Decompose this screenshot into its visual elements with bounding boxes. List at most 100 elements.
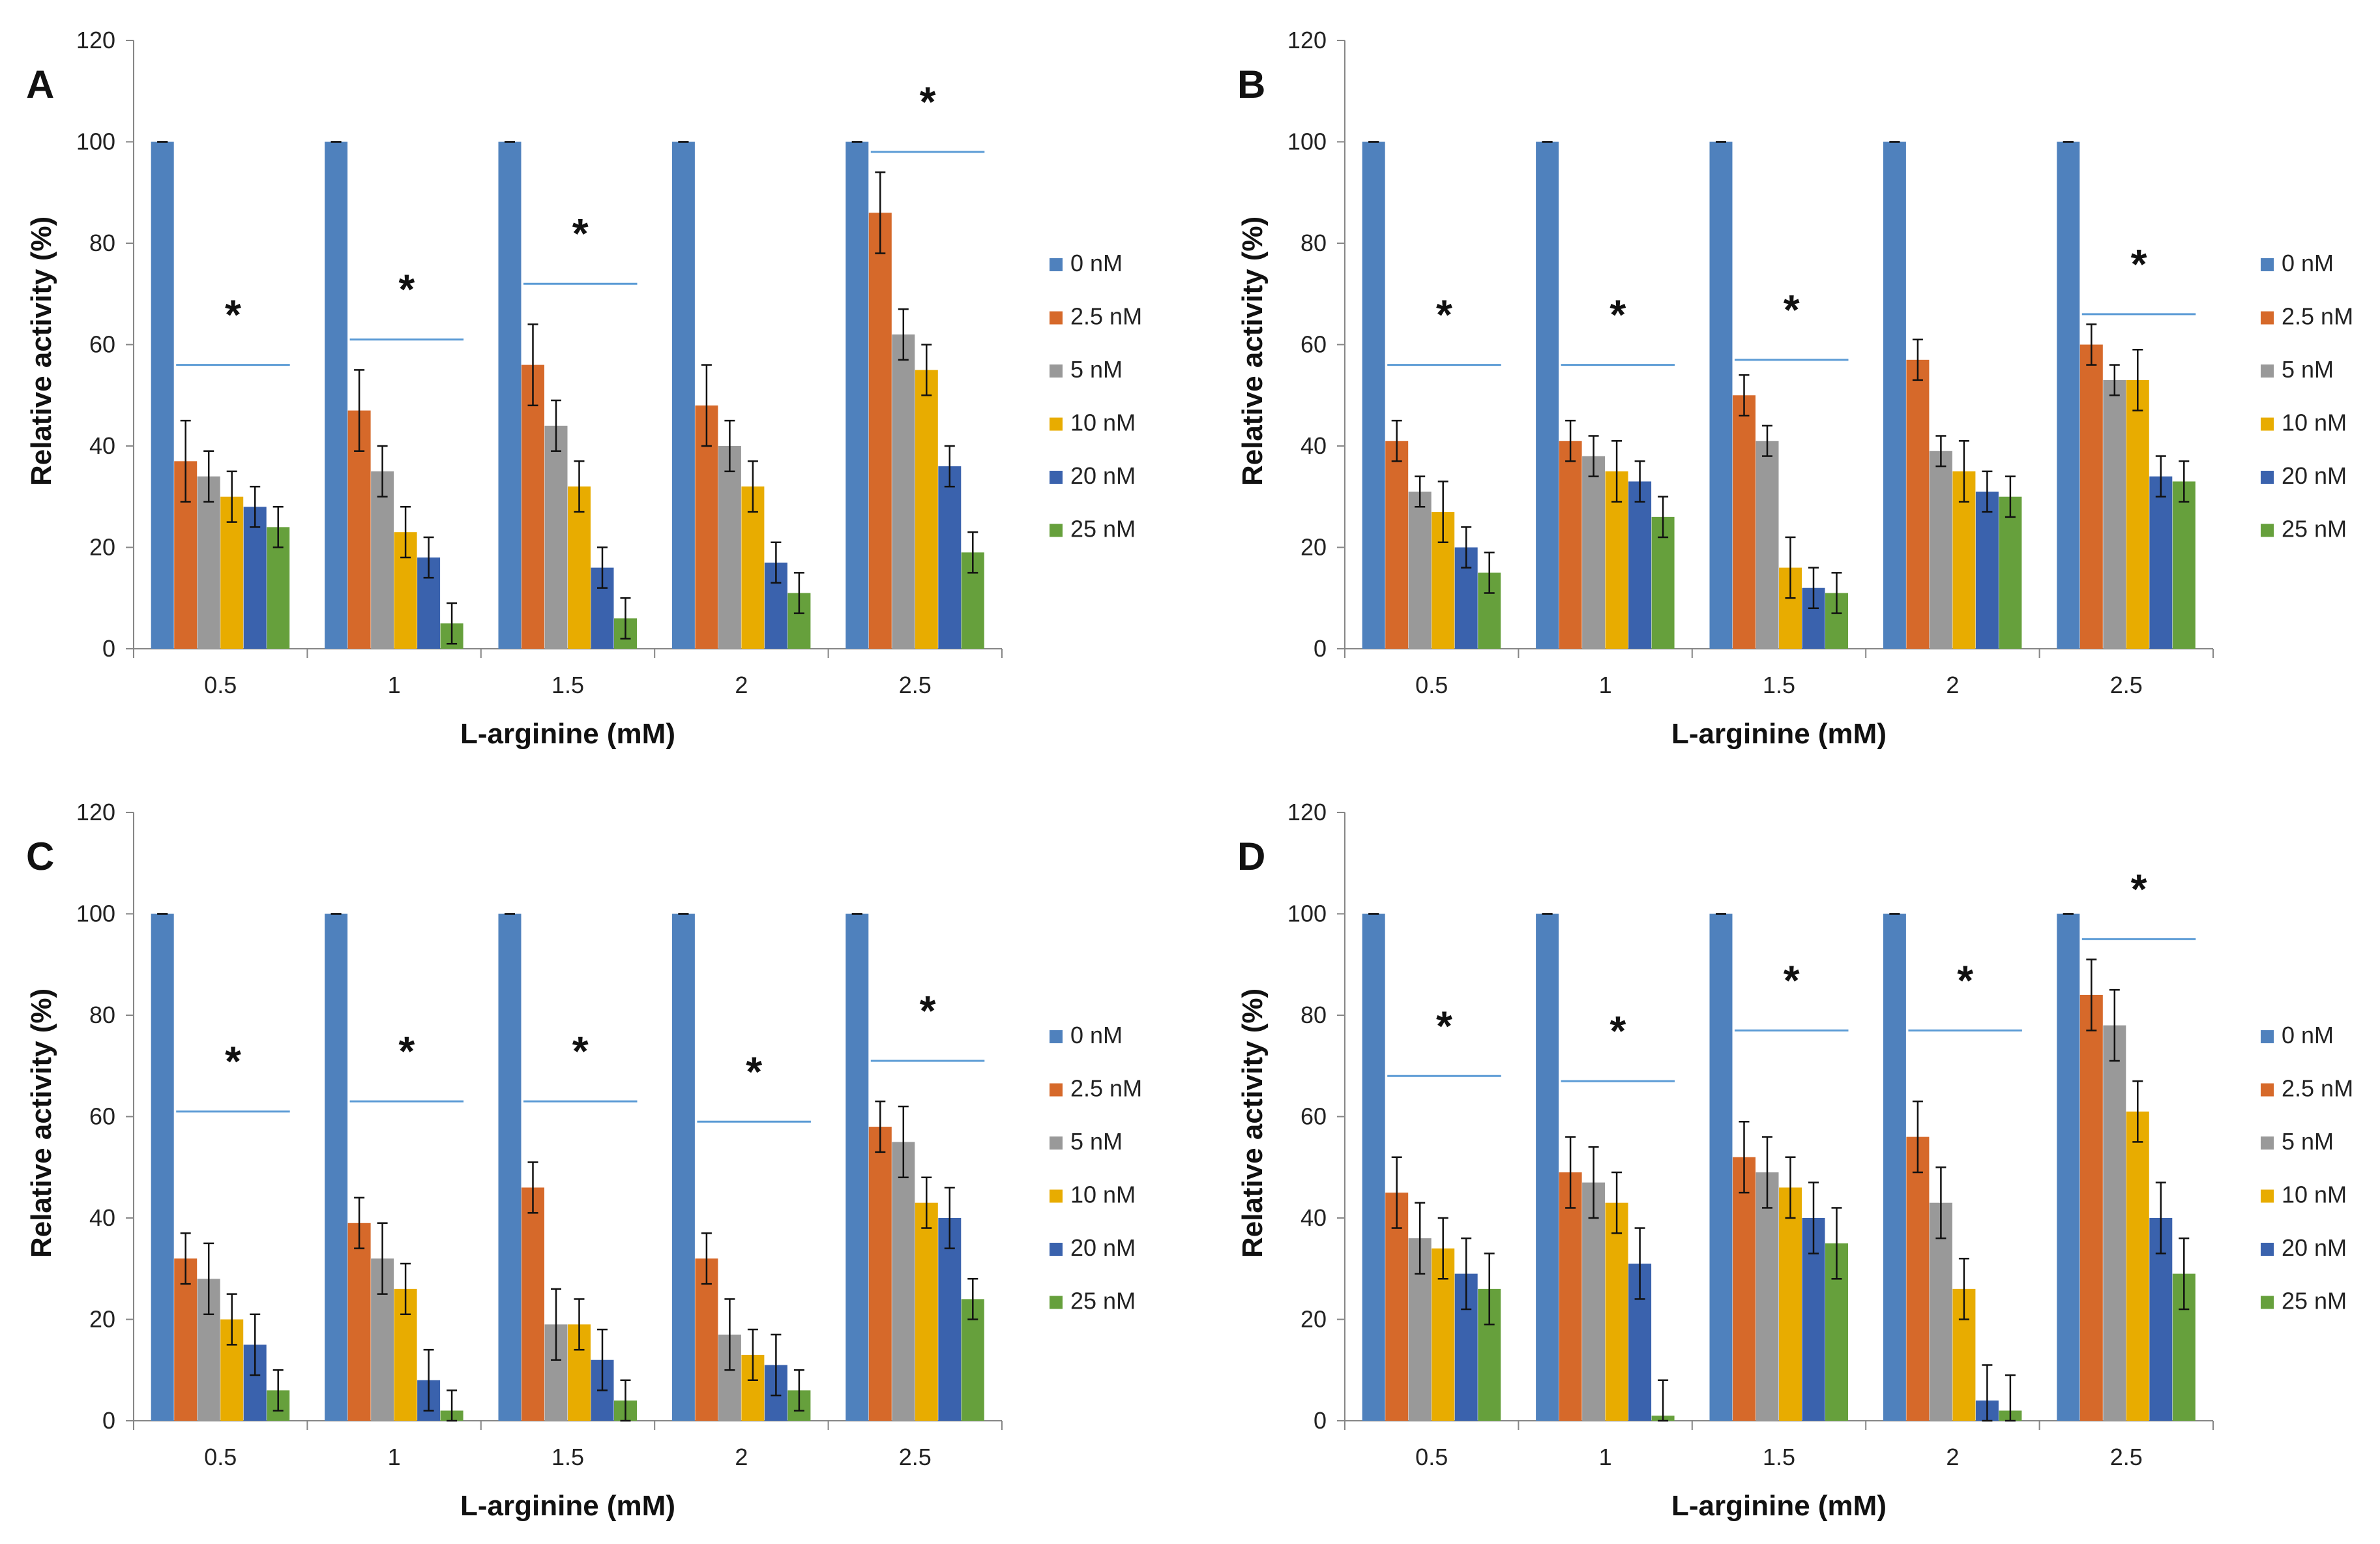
- x-tick-label: 1: [1599, 1444, 1612, 1470]
- x-tick-label: 0.5: [1415, 672, 1448, 698]
- legend-label: 20 nM: [2282, 462, 2347, 489]
- bar: [2079, 344, 2103, 649]
- x-tick-label: 0.5: [204, 1444, 237, 1470]
- legend-swatch: [1050, 1296, 1063, 1309]
- x-tick-label: 1: [388, 1444, 401, 1470]
- legend-label: 20 nM: [1070, 1234, 1136, 1261]
- legend-swatch: [2261, 1083, 2274, 1097]
- x-tick-label: 2.5: [2110, 1444, 2143, 1470]
- x-tick-label: 2: [735, 1444, 748, 1470]
- x-axis-title: L-arginine (mM): [1671, 1490, 1887, 1522]
- bar: [1883, 913, 1906, 1421]
- y-tick-label: 80: [89, 230, 115, 256]
- bar: [868, 1127, 892, 1421]
- x-tick-label: 2: [1946, 672, 1959, 698]
- bar: [845, 141, 869, 649]
- y-tick-label: 60: [89, 331, 115, 358]
- y-axis-title: Relative activity (%): [1237, 216, 1269, 486]
- legend-label: 20 nM: [2282, 1234, 2347, 1261]
- bar: [544, 425, 568, 649]
- bar: [1536, 913, 1559, 1421]
- bar: [2057, 141, 2080, 649]
- bar: [2149, 476, 2173, 649]
- significance-star: *: [746, 1048, 762, 1095]
- bar: [1362, 141, 1385, 649]
- bar: [915, 370, 938, 649]
- y-tick-label: 40: [1300, 432, 1327, 459]
- legend-swatch: [1050, 1083, 1063, 1097]
- bar: [174, 1258, 198, 1421]
- x-tick-label: 0.5: [1415, 1444, 1448, 1470]
- bar: [498, 141, 522, 649]
- legend-label: 2.5 nM: [2282, 303, 2353, 330]
- panel-letter: C: [26, 835, 54, 878]
- legend-swatch: [2261, 471, 2274, 484]
- bar: [1605, 1202, 1628, 1421]
- legend-swatch: [1050, 1030, 1063, 1043]
- y-axis-title: Relative activity (%): [25, 988, 57, 1258]
- legend-label: 25 nM: [1070, 516, 1136, 542]
- y-axis-title: Relative activity (%): [25, 216, 57, 486]
- legend-swatch: [2261, 1136, 2274, 1150]
- legend-label: 25 nM: [2282, 516, 2347, 542]
- bar: [1779, 1187, 1802, 1421]
- legend-swatch: [2261, 258, 2274, 271]
- y-tick-label: 40: [1300, 1204, 1327, 1231]
- legend-swatch: [1050, 471, 1063, 484]
- significance-star: *: [572, 210, 589, 257]
- panel-b: B 0 20 40 60 80 100 120 0.5 1 1.5 2 2.5 L-arginine (m…: [1211, 0, 2380, 772]
- significance-star: *: [1784, 286, 1800, 333]
- significance-star: *: [1436, 291, 1452, 338]
- legend-label: 25 nM: [2282, 1288, 2347, 1314]
- x-tick-label: 1.5: [551, 1444, 584, 1470]
- chart-panel-d: D 0 20 40 60 80 100 120 0.5 1 1.5 2 2.5 L-arginine (m…: [1237, 799, 2353, 1522]
- legend-label: 10 nM: [1070, 1181, 1136, 1208]
- panel-d: D 0 20 40 60 80 100 120 0.5 1 1.5 2 2.5 L-arginine (m…: [1211, 772, 2380, 1544]
- x-tick-label: 1.5: [551, 672, 584, 698]
- bar: [522, 364, 544, 649]
- bar: [1628, 481, 1652, 649]
- bar: [1733, 1157, 1756, 1421]
- y-tick-label: 120: [76, 27, 115, 53]
- legend-label: 0 nM: [1070, 250, 1123, 276]
- significance-star: *: [572, 1028, 589, 1075]
- bar: [695, 1258, 718, 1421]
- significance-star: *: [398, 266, 415, 313]
- bar: [2126, 379, 2149, 649]
- bar: [325, 913, 348, 1421]
- legend-swatch: [1050, 1243, 1063, 1256]
- bar: [1756, 441, 1779, 649]
- bar: [1733, 395, 1756, 649]
- y-tick-label: 80: [89, 1002, 115, 1028]
- bar: [1999, 496, 2022, 649]
- y-tick-label: 40: [89, 432, 115, 459]
- bar: [1975, 491, 1999, 649]
- bar: [2103, 379, 2126, 649]
- bar: [1408, 491, 1432, 649]
- legend-label: 2.5 nM: [1070, 303, 1142, 330]
- panel-letter: D: [1237, 835, 1265, 878]
- x-axis-title: L-arginine (mM): [460, 718, 675, 750]
- y-tick-label: 0: [1314, 635, 1327, 662]
- bar: [1582, 456, 1606, 649]
- legend-swatch: [2261, 1030, 2274, 1043]
- y-tick-label: 100: [76, 128, 115, 155]
- bar: [671, 141, 695, 649]
- y-tick-label: 60: [1300, 1103, 1327, 1130]
- y-tick-label: 120: [76, 799, 115, 825]
- y-tick-label: 80: [1300, 1002, 1327, 1028]
- x-tick-label: 1.5: [1763, 1444, 1795, 1470]
- bar: [1709, 141, 1733, 649]
- chart-panel-c: C 0 20 40 60 80 100 120 0.5 1 1.5 2 2.5 L-arginine (m…: [25, 799, 1142, 1522]
- legend-label: 2.5 nM: [1070, 1075, 1142, 1102]
- bar: [741, 486, 765, 649]
- bar: [1559, 441, 1582, 649]
- significance-star: *: [2131, 241, 2147, 288]
- significance-star: *: [1436, 1002, 1452, 1049]
- legend-swatch: [2261, 417, 2274, 431]
- chart-panel-a: A 0 20 40 60 80 100 120 0.5 1 1.5 2 2.5 L-arginine (m…: [25, 27, 1142, 750]
- bar: [892, 1142, 915, 1421]
- significance-star: *: [398, 1028, 415, 1075]
- significance-star: *: [920, 987, 936, 1034]
- bar: [1709, 913, 1733, 1421]
